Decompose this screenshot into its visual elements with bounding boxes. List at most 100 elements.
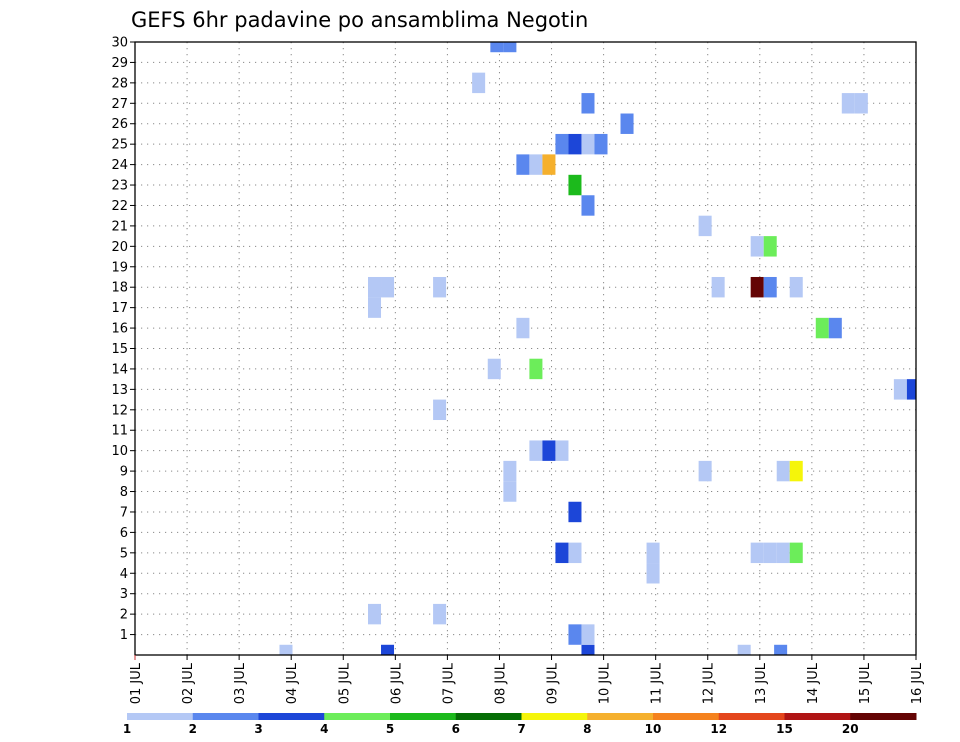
x-tick-label: 05 JUL [337,662,352,704]
heatmap-cell [581,644,595,655]
heatmap-cell [542,154,556,175]
y-tick-label: 24 [111,158,128,173]
x-tick-label: 07 JUL [441,662,456,704]
heatmap-cell [367,603,382,625]
heatmap-cell [774,644,788,655]
heatmap-cell [555,542,569,564]
heatmap-cell [516,154,530,175]
y-tick-label: 7 [120,505,128,520]
y-tick-label: 9 [120,465,128,480]
y-tick-label: 16 [111,322,128,337]
y-tick-label: 18 [111,281,128,296]
y-tick-label: 11 [111,424,128,439]
x-tick-label: 14 JUL [806,662,821,704]
heatmap-cell [750,542,764,564]
heatmap-cell [568,501,582,523]
heatmap-cell [367,276,382,298]
y-tick-label: 19 [111,260,128,275]
heatmap-cell [555,440,569,461]
heatmap-cell [854,93,868,114]
y-tick-label: 20 [111,240,128,255]
y-tick-label: 10 [111,444,128,459]
x-tick-label: 04 JUL [285,662,300,704]
x-tick-label: 06 JUL [389,662,404,704]
y-tick-label: 21 [111,219,128,234]
heatmap-cell [529,440,543,461]
colorbar-swatch [192,713,259,720]
colorbar-label: 12 [710,722,727,736]
heatmap-cell [503,481,517,502]
y-tick-label: 23 [111,179,128,194]
heatmap-cell [893,379,907,400]
chart-title: GEFS 6hr padavine po ansamblima Negotin [131,8,588,32]
heatmap-cell [763,276,777,298]
heatmap-cell [698,460,712,482]
x-tick-label: 12 JUL [702,662,717,704]
heatmap-cell [568,624,582,645]
y-tick-label: 2 [120,608,128,623]
x-tick-label: 13 JUL [754,662,769,704]
x-tick-label: 03 JUL [233,662,248,704]
heatmap-cell [472,72,486,94]
heatmap-cell [529,358,543,380]
colorbar-label: 4 [320,722,328,736]
heatmap-cell [503,42,517,53]
heatmap-cell [490,42,504,53]
heatmap-cell [646,542,660,564]
heatmap-cell [776,542,790,564]
heatmap-cell [646,563,660,584]
cells [279,42,916,655]
heatmap-cell [516,317,530,339]
colorbar-swatch [455,713,522,720]
colorbar-swatch [850,713,917,720]
y-tick-label: 3 [120,587,128,602]
colorbar-label: 8 [583,722,591,736]
y-tick-label: 12 [111,403,128,418]
heatmap-cell [737,644,751,655]
heatmap-cell [620,113,634,134]
colorbar-label: 15 [776,722,793,736]
heatmap-cell [698,215,712,237]
heatmap-cell [529,154,543,175]
x-tick-label: 11 JUL [650,662,665,704]
heatmap-cell [581,133,595,155]
y-tick-label: 25 [111,138,128,153]
heatmap-cell [367,297,382,318]
y-tick-label: 29 [111,56,128,71]
heatmap-cell [433,399,447,421]
y-tick-label: 15 [111,342,128,357]
y-tick-label: 13 [111,383,128,398]
y-tick-label: 27 [111,97,128,112]
colorbar-swatch [653,713,720,720]
x-tick-label: 15 JUL [858,662,873,704]
heatmap-cell [815,317,829,339]
x-tick-label: 16 JUL [910,662,925,704]
heatmap-cell [841,93,855,114]
heatmap-cell [433,276,447,298]
x-tick-label: 10 JUL [598,662,613,704]
colorbar-label: 2 [189,722,197,736]
y-tick-label: 6 [120,526,128,541]
heatmap-cell [581,195,595,216]
x-tick-label: 01 JUL [129,662,144,704]
heatmap-cell [279,644,293,655]
colorbar-swatch [390,713,457,720]
heatmap-cell [381,276,395,298]
colorbar-swatch [127,713,194,720]
colorbar-label: 7 [517,722,525,736]
colorbar-label: 10 [645,722,662,736]
heatmap-cell [594,133,608,155]
colorbar-swatch [587,713,654,720]
heatmap-cell [828,317,842,339]
x-tick-label: 09 JUL [546,662,561,704]
heatmap-cell [711,276,725,298]
colorbar-label: 1 [123,722,131,736]
y-tick-label: 5 [120,546,128,561]
y-axis: 1234567891011121314151617181920212223242… [111,36,135,643]
heatmap-cell [789,542,803,564]
y-tick-label: 1 [120,628,128,643]
colorbar-swatch [521,713,588,720]
colorbar: 1 2 3 4 5 6 7 8 10 12 15 20 [123,713,917,736]
y-tick-label: 22 [111,199,128,214]
